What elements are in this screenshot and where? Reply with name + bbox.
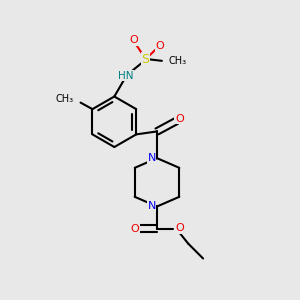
- Text: O: O: [176, 223, 184, 233]
- Text: CH₃: CH₃: [55, 94, 73, 104]
- Text: O: O: [129, 35, 138, 45]
- Text: O: O: [175, 114, 184, 124]
- Text: CH₃: CH₃: [168, 56, 187, 66]
- Text: HN: HN: [118, 71, 134, 81]
- Text: O: O: [130, 224, 139, 234]
- Text: N: N: [148, 202, 156, 212]
- Text: S: S: [142, 53, 149, 66]
- Text: N: N: [148, 153, 156, 163]
- Text: O: O: [155, 41, 164, 51]
